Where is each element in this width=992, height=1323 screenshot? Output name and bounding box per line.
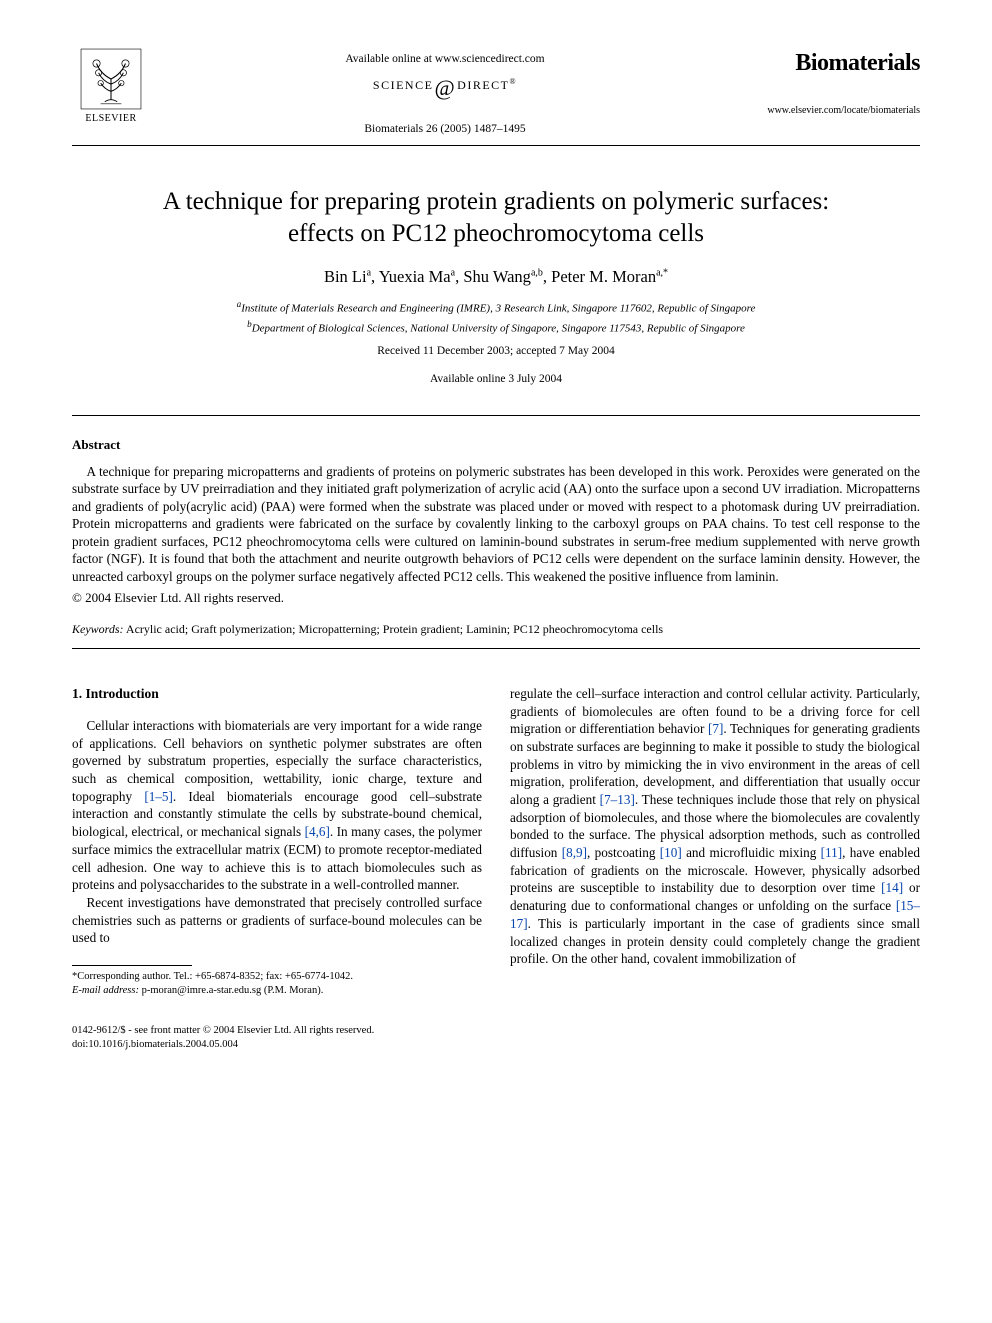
author-3: Shu Wang — [463, 267, 531, 286]
affiliation-b: bDepartment of Biological Sciences, Nati… — [72, 318, 920, 336]
affiliation-b-text: Department of Biological Sciences, Natio… — [252, 323, 745, 335]
available-online-text: Available online at www.sciencedirect.co… — [150, 52, 740, 67]
author-4-affil: a,* — [656, 268, 668, 279]
corresponding-author-footnote: *Corresponding author. Tel.: +65-6874-83… — [72, 970, 482, 984]
received-accepted-dates: Received 11 December 2003; accepted 7 Ma… — [72, 344, 920, 359]
abstract-body: A technique for preparing micropatterns … — [72, 463, 920, 585]
journal-header: ELSEVIER Available online at www.science… — [72, 48, 920, 137]
affiliation-a: aInstitute of Materials Research and Eng… — [72, 298, 920, 316]
sd-at-icon: @ — [434, 75, 456, 100]
p3-seg-e: and microfluidic mixing — [682, 845, 821, 860]
ref-10[interactable]: [10] — [660, 845, 682, 860]
email-address[interactable]: p-moran@imre.a-star.edu.sg (P.M. Moran). — [139, 985, 323, 996]
footnote-rule — [72, 965, 192, 966]
keywords-text: Acrylic acid; Graft polymerization; Micr… — [124, 622, 664, 636]
intro-para-2: Recent investigations have demonstrated … — [72, 894, 482, 947]
sd-left: SCIENCE — [373, 78, 434, 92]
author-2: Yuexia Ma — [379, 267, 451, 286]
ref-14[interactable]: [14] — [881, 880, 903, 895]
email-label: E-mail address: — [72, 985, 139, 996]
section-1-heading: 1. Introduction — [72, 685, 482, 703]
available-online-date: Available online 3 July 2004 — [72, 372, 920, 387]
author-1-affil: a — [367, 268, 371, 279]
publisher-logo-block: ELSEVIER — [72, 48, 150, 136]
title-line-2: effects on PC12 pheochromocytoma cells — [288, 220, 704, 247]
body-columns: 1. Introduction Cellular interactions wi… — [72, 685, 920, 998]
abstract-copyright: © 2004 Elsevier Ltd. All rights reserved… — [72, 589, 920, 606]
title-line-1: A technique for preparing protein gradie… — [163, 188, 829, 215]
abstract-bottom-rule — [72, 648, 920, 649]
page-footer: 0142-9612/$ - see front matter © 2004 El… — [72, 1024, 920, 1051]
issn-line: 0142-9612/$ - see front matter © 2004 El… — [72, 1024, 374, 1038]
abstract-heading: Abstract — [72, 436, 920, 453]
affiliation-a-text: Institute of Materials Research and Engi… — [241, 303, 755, 315]
elsevier-tree-icon — [80, 48, 142, 110]
author-list: Bin Lia, Yuexia Maa, Shu Wanga,b, Peter … — [72, 266, 920, 288]
keywords-line: Keywords: Acrylic acid; Graft polymeriza… — [72, 622, 920, 638]
column-left: 1. Introduction Cellular interactions wi… — [72, 685, 482, 998]
doi-line: doi:10.1016/j.biomaterials.2004.05.004 — [72, 1038, 374, 1052]
article-title: A technique for preparing protein gradie… — [96, 186, 896, 250]
citation-line: Biomaterials 26 (2005) 1487–1495 — [150, 122, 740, 137]
header-center: Available online at www.sciencedirect.co… — [150, 48, 740, 137]
ref-8-9[interactable]: [8,9] — [562, 845, 587, 860]
publisher-name: ELSEVIER — [85, 112, 136, 125]
author-3-affil: a,b — [531, 268, 543, 279]
column-right: regulate the cell–surface interaction an… — [510, 685, 920, 998]
science-direct-logo: SCIENCE@DIRECT® — [150, 73, 740, 102]
p3-seg-h: . This is particularly important in the … — [510, 916, 920, 966]
email-footnote: E-mail address: p-moran@imre.a-star.edu.… — [72, 984, 482, 998]
author-4: Peter M. Moran — [551, 267, 656, 286]
journal-name: Biomaterials — [740, 48, 920, 80]
ref-7[interactable]: [7] — [708, 721, 723, 736]
footer-left: 0142-9612/$ - see front matter © 2004 El… — [72, 1024, 374, 1051]
journal-url[interactable]: www.elsevier.com/locate/biomaterials — [740, 104, 920, 117]
abstract-top-rule — [72, 415, 920, 416]
intro-para-3: regulate the cell–surface interaction an… — [510, 685, 920, 968]
ref-7-13[interactable]: [7–13] — [600, 792, 635, 807]
ref-4-6[interactable]: [4,6] — [305, 824, 330, 839]
sd-right: DIRECT — [457, 78, 509, 92]
journal-logo-block: Biomaterials www.elsevier.com/locate/bio… — [740, 48, 920, 117]
header-rule — [72, 145, 920, 146]
author-1: Bin Li — [324, 267, 367, 286]
author-2-affil: a — [451, 268, 455, 279]
intro-para-1: Cellular interactions with biomaterials … — [72, 717, 482, 894]
ref-1-5[interactable]: [1–5] — [144, 789, 173, 804]
p3-seg-d: , postcoating — [587, 845, 660, 860]
keywords-label: Keywords: — [72, 622, 124, 636]
ref-11[interactable]: [11] — [821, 845, 842, 860]
